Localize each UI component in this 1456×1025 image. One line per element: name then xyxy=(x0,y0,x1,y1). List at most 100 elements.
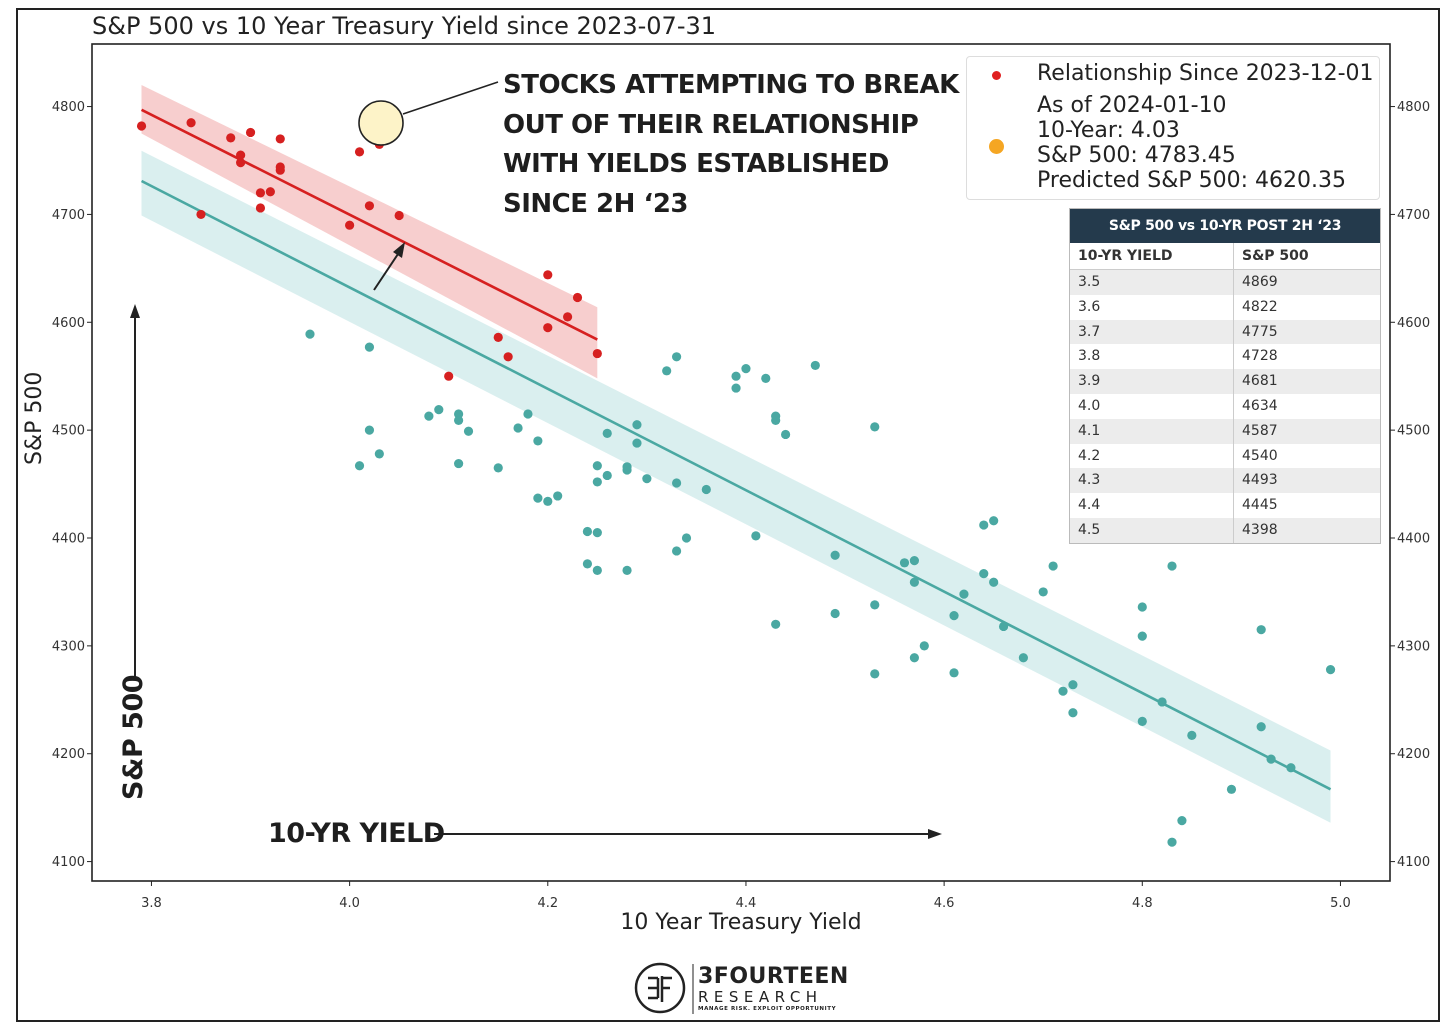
table-cell-yield: 4.5 xyxy=(1070,517,1234,543)
prediction-table: S&P 500 vs 10-YR POST 2H ‘23 10-YR YIELD… xyxy=(1069,208,1381,544)
teal-data-point xyxy=(780,429,791,440)
teal-data-point xyxy=(454,415,464,426)
teal-data-point xyxy=(998,621,1009,632)
logo-tagline: MANAGE RISK. EXPLOIT OPPORTUNITY xyxy=(698,1006,837,1012)
teal-data-point xyxy=(602,470,612,481)
table-row: 3.9 4681 xyxy=(1070,369,1380,394)
teal-data-point xyxy=(1167,561,1177,571)
x-tick-label: 4.0 xyxy=(339,896,360,911)
table-cell-yield: 3.5 xyxy=(1070,270,1234,295)
x-axis-label: 10 Year Treasury Yield xyxy=(620,910,862,935)
y-tick-label-left: 4800 xyxy=(52,100,85,115)
teal-data-point xyxy=(949,668,959,678)
legend-current-block: As of 2024-01-10 10-Year: 4.03 S&P 500: … xyxy=(1037,93,1346,193)
teal-data-point xyxy=(642,474,652,484)
teal-data-point xyxy=(523,409,533,419)
teal-data-point xyxy=(909,653,919,663)
table-cell-yield: 4.3 xyxy=(1070,468,1234,494)
teal-data-point xyxy=(1137,631,1147,641)
logo-name: 3FOURTEEN xyxy=(698,964,849,989)
x-direction-arrow xyxy=(434,829,942,839)
x-tick-label: 3.8 xyxy=(141,896,162,911)
y-axis-ticks-right: 4100 4200 4300 4400 4500 4600 4700 4800 xyxy=(1390,100,1430,870)
table-row: 3.6 4822 xyxy=(1070,294,1380,320)
confidence-band-teal xyxy=(141,150,1331,823)
annotation-line-3: WITH YIELDS ESTABLISHED xyxy=(503,149,889,179)
red-data-point xyxy=(226,133,236,143)
breakout-arrow-head xyxy=(393,242,405,258)
table-cell-yield: 4.1 xyxy=(1070,418,1234,444)
legend-ten-year: 10-Year: 4.03 xyxy=(1037,118,1180,143)
table-row: 4.2 4540 xyxy=(1070,443,1380,469)
red-data-point xyxy=(563,312,573,322)
y-tick-label-right: 4400 xyxy=(1397,532,1430,547)
teal-data-point xyxy=(592,461,602,471)
red-data-point xyxy=(394,210,404,221)
teal-data-point xyxy=(959,589,969,599)
breakout-arrow-line xyxy=(373,250,401,291)
teal-data-point xyxy=(434,405,444,415)
table-row: 3.8 4728 xyxy=(1070,344,1380,370)
teal-data-point xyxy=(909,577,919,587)
x-tick-label: 4.6 xyxy=(934,896,955,911)
table-cell-sp500: 4775 xyxy=(1242,323,1278,340)
teal-data-point xyxy=(761,373,771,383)
red-data-point xyxy=(265,187,275,197)
confidence-band-red xyxy=(141,85,598,379)
teal-data-point xyxy=(582,526,593,537)
teal-data-point xyxy=(1286,763,1296,773)
logo-mark-icon xyxy=(634,962,686,1014)
red-data-point xyxy=(543,270,553,280)
y-tick-label-left: 4100 xyxy=(52,855,85,870)
confidence-bands xyxy=(141,85,1331,823)
teal-data-point xyxy=(870,669,880,679)
table-header-yield: 10-YR YIELD xyxy=(1070,243,1234,269)
teal-data-point xyxy=(979,568,989,579)
teal-data-point xyxy=(830,608,840,619)
red-data-point xyxy=(345,220,355,230)
company-logo: 3FOURTEEN RESEARCH MANAGE RISK. EXPLOIT … xyxy=(634,960,848,1020)
teal-data-point xyxy=(622,462,632,472)
teal-data-point xyxy=(1256,722,1266,732)
table-body: 3.5 4869 3.6 4822 3.7 4775 3.8 4728 3.9 4681 4.0 46… xyxy=(1070,270,1380,543)
teal-data-point xyxy=(632,420,642,430)
red-data-point xyxy=(592,348,602,359)
teal-data-point xyxy=(731,383,741,393)
x-direction-label: 10-YR YIELD xyxy=(268,818,445,849)
table-row: 3.7 4775 xyxy=(1070,319,1380,345)
y-tick-label-right: 4700 xyxy=(1397,208,1430,223)
teal-data-point xyxy=(374,449,384,459)
table-cell-yield: 4.2 xyxy=(1070,443,1234,469)
table-cell-yield: 3.9 xyxy=(1070,369,1234,394)
red-data-point xyxy=(255,188,266,198)
teal-data-point xyxy=(533,436,543,446)
teal-data-point xyxy=(1048,561,1058,571)
teal-data-point xyxy=(1068,708,1078,718)
teal-data-point xyxy=(1058,686,1068,696)
red-data-point xyxy=(136,121,147,131)
red-data-point xyxy=(364,201,375,211)
teal-data-point xyxy=(771,619,781,629)
plot-area-border xyxy=(91,43,1391,882)
teal-data-point xyxy=(602,428,612,438)
teal-data-point xyxy=(1137,716,1147,726)
teal-data-point xyxy=(671,546,682,556)
teal-data-point xyxy=(979,520,989,530)
teal-data-point xyxy=(454,458,464,469)
teal-data-point xyxy=(751,531,761,541)
y-tick-label-right: 4100 xyxy=(1397,855,1430,870)
red-data-point xyxy=(354,147,365,157)
table-cell-sp500: 4869 xyxy=(1242,274,1278,290)
teal-data-point xyxy=(622,565,632,575)
red-data-point xyxy=(196,209,206,220)
table-row: 3.5 4869 xyxy=(1070,270,1380,295)
teal-data-point xyxy=(1167,837,1177,847)
teal-data-point xyxy=(662,366,672,376)
teal-data-point xyxy=(632,438,642,448)
teal-data-point xyxy=(1226,784,1237,794)
x-tick-label: 4.2 xyxy=(537,896,558,911)
y-tick-label-right: 4300 xyxy=(1397,639,1430,654)
table-cell-sp500: 4822 xyxy=(1242,298,1278,315)
table-cell-sp500: 4634 xyxy=(1242,397,1278,414)
x-axis-ticks: 3.8 4.0 4.2 4.4 4.6 4.8 5.0 xyxy=(141,881,1351,911)
